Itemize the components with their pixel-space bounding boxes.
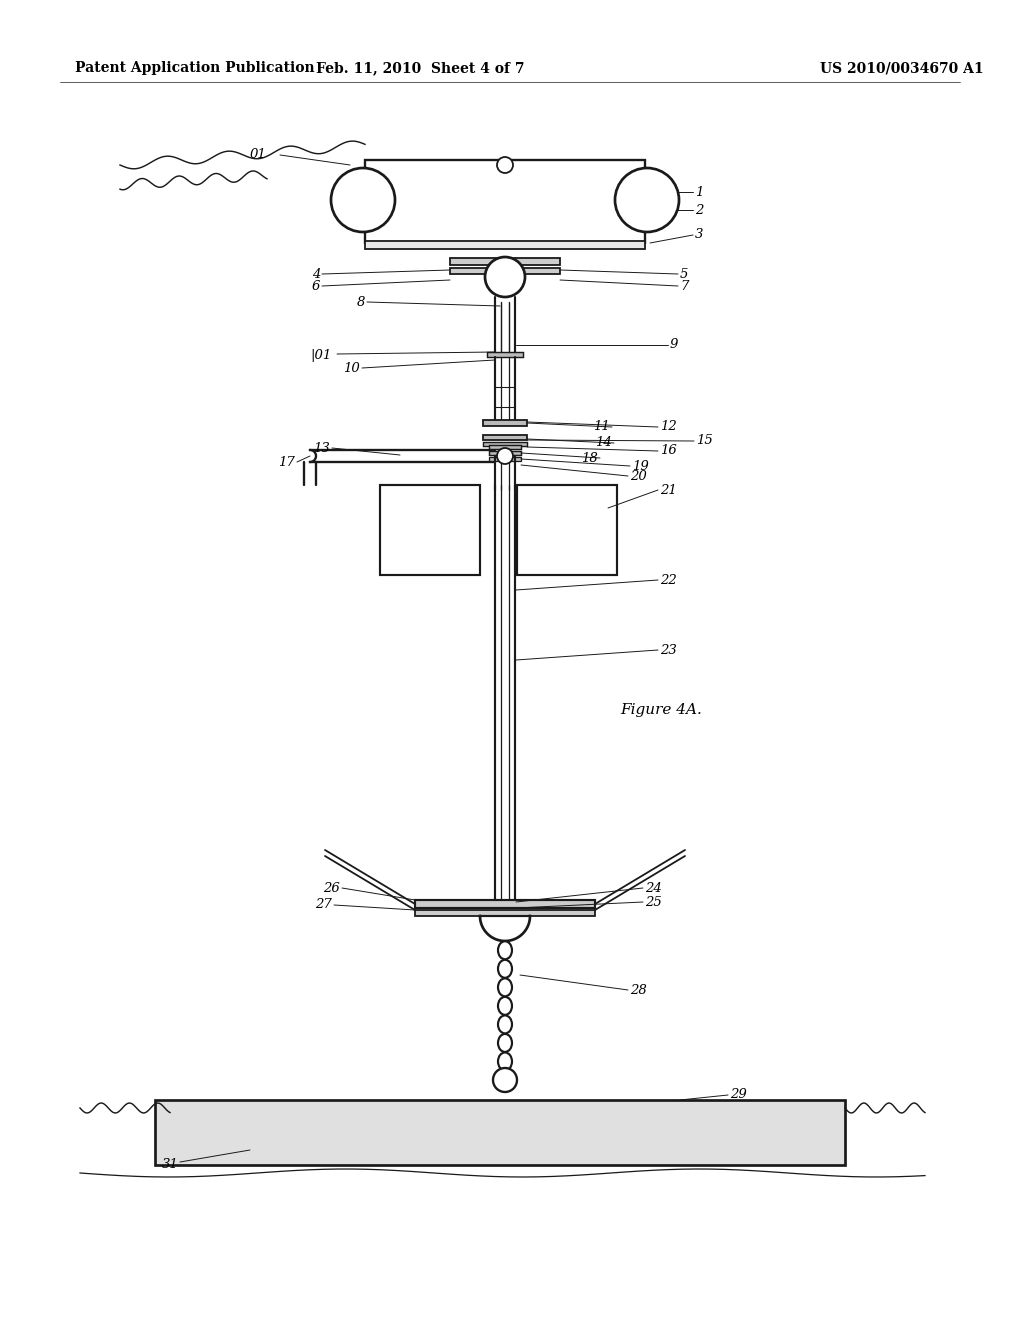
Ellipse shape [498, 1015, 512, 1034]
Text: US 2010/0034670 A1: US 2010/0034670 A1 [820, 61, 984, 75]
Circle shape [485, 257, 525, 297]
Bar [483, 420, 527, 426]
Bar [415, 909, 595, 916]
Bar [380, 484, 480, 576]
Text: 12: 12 [660, 421, 677, 433]
Bar [415, 900, 595, 908]
Text: 8: 8 [356, 296, 365, 309]
Text: 2: 2 [695, 203, 703, 216]
Text: 3: 3 [695, 228, 703, 242]
Text: 26: 26 [324, 882, 340, 895]
Text: 13: 13 [313, 441, 330, 454]
Text: 10: 10 [343, 362, 360, 375]
Circle shape [497, 157, 513, 173]
Ellipse shape [498, 997, 512, 1015]
Text: 20: 20 [630, 470, 647, 483]
Text: 18: 18 [582, 451, 598, 465]
Bar [365, 160, 645, 243]
Bar [517, 484, 617, 576]
Text: 29: 29 [730, 1089, 746, 1101]
Text: 21: 21 [660, 483, 677, 496]
Text: 6: 6 [311, 280, 319, 293]
Circle shape [493, 1068, 517, 1092]
Text: 31: 31 [162, 1159, 179, 1172]
Bar [489, 445, 521, 449]
Text: 9: 9 [670, 338, 678, 351]
Text: Feb. 11, 2010  Sheet 4 of 7: Feb. 11, 2010 Sheet 4 of 7 [315, 61, 524, 75]
Text: 16: 16 [660, 445, 677, 458]
Bar [365, 242, 645, 249]
Text: 1: 1 [695, 186, 703, 198]
Bar [483, 436, 527, 440]
Bar [487, 352, 523, 356]
Text: 23: 23 [660, 644, 677, 656]
Text: Patent Application Publication: Patent Application Publication [75, 61, 314, 75]
Circle shape [331, 168, 395, 232]
Bar [155, 1100, 845, 1166]
Ellipse shape [498, 1034, 512, 1052]
Text: 01: 01 [250, 149, 266, 161]
Text: 22: 22 [660, 573, 677, 586]
Text: |01: |01 [310, 348, 332, 362]
Bar [483, 442, 527, 446]
Bar [450, 268, 560, 275]
Text: 7: 7 [680, 280, 688, 293]
Bar [450, 257, 560, 265]
Text: Figure 4A.: Figure 4A. [620, 704, 701, 717]
Text: 27: 27 [315, 899, 332, 912]
Text: 24: 24 [645, 882, 662, 895]
Ellipse shape [498, 941, 512, 960]
Text: 17: 17 [279, 455, 295, 469]
Text: 19: 19 [632, 459, 649, 473]
Text: 11: 11 [593, 421, 610, 433]
Circle shape [615, 168, 679, 232]
Bar [489, 451, 521, 455]
Bar [489, 457, 521, 461]
Text: 15: 15 [696, 434, 713, 447]
Text: 28: 28 [630, 983, 647, 997]
Text: 5: 5 [680, 268, 688, 281]
Text: 14: 14 [595, 437, 612, 450]
Circle shape [497, 447, 513, 465]
Text: 25: 25 [645, 895, 662, 908]
Ellipse shape [498, 1052, 512, 1071]
Text: 4: 4 [311, 268, 319, 281]
Ellipse shape [498, 978, 512, 997]
Ellipse shape [498, 960, 512, 978]
